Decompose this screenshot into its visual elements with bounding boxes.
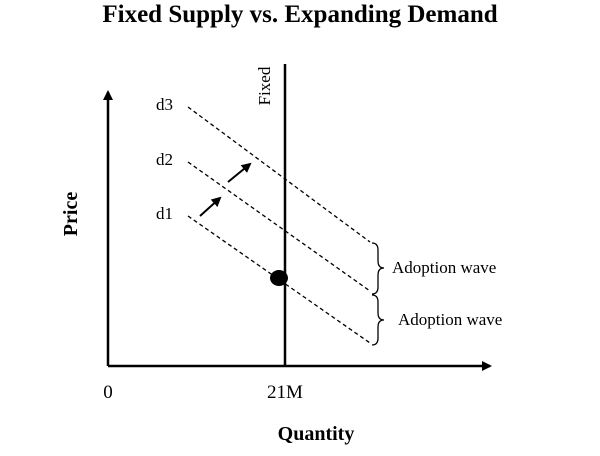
demand-label-d3: d3 — [156, 95, 173, 114]
demand-curve-d3 — [187, 106, 371, 243]
y-axis-label: Price — [60, 192, 82, 237]
bracket-label-lower: Adoption wave — [398, 310, 502, 329]
diagram-title: Fixed Supply vs. Expanding Demand — [102, 1, 497, 28]
shift-arrow-1 — [199, 196, 222, 217]
bracket-label-upper: Adoption wave — [392, 258, 496, 277]
demand-curve-d1 — [187, 215, 371, 344]
equilibrium-point — [270, 270, 288, 286]
demand-label-d2: d2 — [156, 150, 173, 169]
bracket-upper — [371, 242, 385, 295]
demand-label-d1: d1 — [156, 204, 173, 223]
demand-curve-d2 — [187, 161, 371, 292]
x-tick-21m: 21M — [267, 382, 303, 403]
supply-label: Fixed — [255, 66, 274, 105]
shift-arrow-2 — [227, 162, 252, 183]
origin-label: 0 — [103, 382, 113, 403]
bracket-lower — [371, 294, 385, 346]
axes — [103, 90, 492, 371]
x-axis-label: Quantity — [278, 423, 355, 445]
